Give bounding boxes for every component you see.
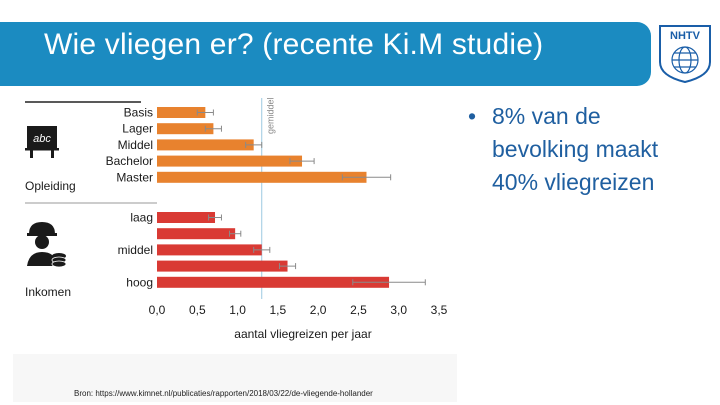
slide-title: Wie vliegen er? (recente Ki.M studie): [44, 28, 544, 61]
bar: [157, 107, 206, 118]
x-tick-label: 1,0: [229, 303, 246, 317]
bar: [157, 139, 254, 151]
x-axis-label: aantal vliegreizen per jaar: [234, 327, 371, 341]
worker-money-icon: [27, 222, 67, 268]
bar: [157, 155, 303, 167]
category-label: laag: [130, 211, 153, 225]
x-tick-label: 2,0: [310, 303, 327, 317]
bar: [157, 212, 216, 223]
logo-text: NHTV: [670, 30, 701, 42]
globe-icon: [671, 46, 699, 74]
category-label: Bachelor: [106, 154, 153, 168]
x-tick-label: 0,0: [149, 303, 166, 317]
nhtv-logo: NHTV: [659, 25, 711, 84]
source-citation: Bron: https://www.kimnet.nl/publicaties/…: [74, 389, 373, 398]
x-tick-label: 1,5: [270, 303, 287, 317]
bullet-text: 8% van de bevolking maakt 40% vliegreize…: [492, 103, 659, 195]
bar: [157, 276, 390, 288]
x-tick-label: 3,0: [390, 303, 407, 317]
bar-chart: abc gemiddel Basis Lager Middel Bachelor Mast…: [25, 97, 448, 341]
category-label: Basis: [124, 106, 153, 120]
group-label: Inkomen: [25, 285, 71, 299]
bar: [157, 228, 236, 240]
source-panel: [13, 354, 457, 402]
chart-panel: abc gemiddel Basis Lager Middel Bachelor Mast…: [13, 94, 457, 354]
title-band: [0, 22, 651, 86]
group-label: Opleiding: [25, 179, 76, 193]
school-board-icon: abc: [25, 126, 59, 158]
category-label: middel: [118, 243, 153, 257]
reference-label: gemiddel: [266, 97, 276, 134]
x-tick-label: 0,5: [189, 303, 206, 317]
bar: [157, 260, 288, 272]
x-tick-label: 3,5: [431, 303, 448, 317]
category-label: Middel: [118, 138, 153, 152]
board-badge: abc: [33, 133, 51, 145]
category-label: hoog: [126, 275, 153, 289]
bullet-symbol: •: [468, 103, 477, 129]
category-label: Lager: [122, 122, 153, 136]
category-label: Master: [116, 170, 153, 184]
bar: [157, 123, 214, 135]
bar: [157, 244, 262, 256]
bar: [157, 171, 367, 183]
x-tick-label: 2,5: [350, 303, 367, 317]
